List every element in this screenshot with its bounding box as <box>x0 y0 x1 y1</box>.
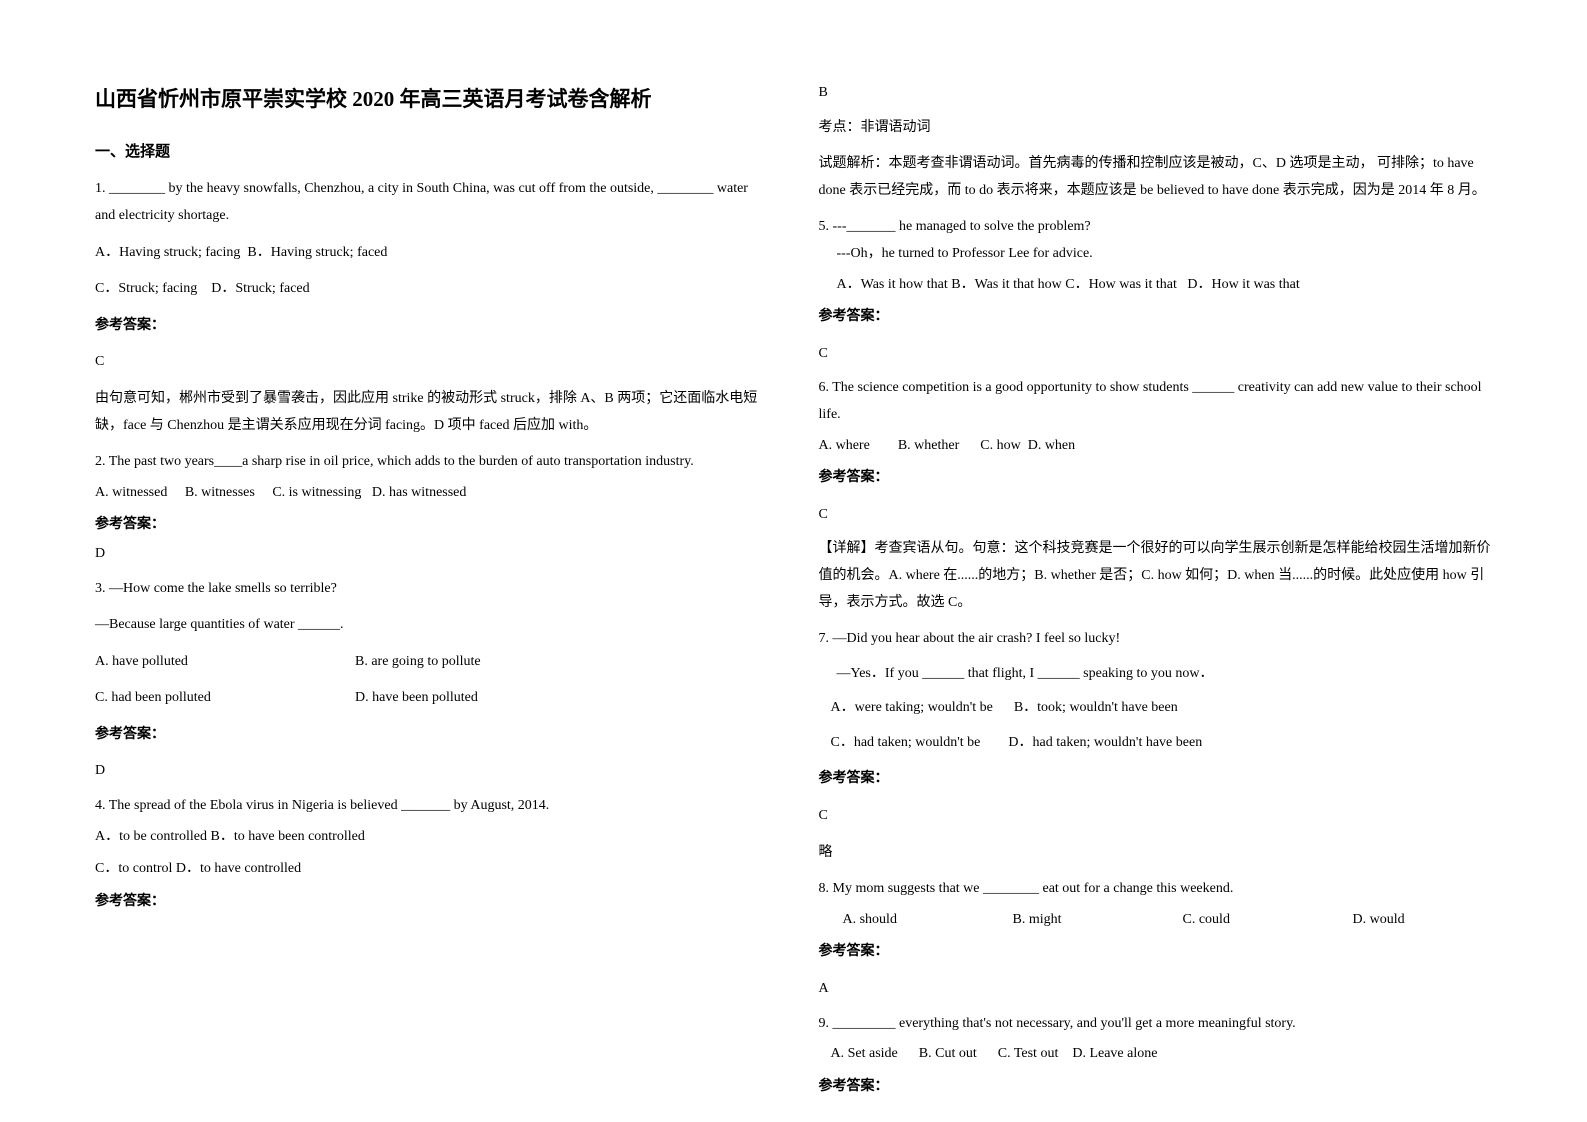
q4-answer: B <box>819 80 1493 107</box>
q9-opt-b: B. Cut out <box>919 1046 977 1061</box>
q7-answer: C <box>819 803 1493 830</box>
question-9: 9. _________ everything that's not neces… <box>819 1011 1493 1101</box>
q8-answer-label: 参考答案： <box>819 939 1493 966</box>
q7-text-1: 7. —Did you hear about the air crash? I … <box>819 626 1493 653</box>
question-4: 4. The spread of the Ebola virus in Nige… <box>95 793 769 915</box>
q4-opt-a: A．to be controlled <box>95 829 207 844</box>
q2-answer: D <box>95 541 769 568</box>
q7-explanation: 略 <box>819 840 1493 867</box>
q4-opt-b: B．to have been controlled <box>210 829 364 844</box>
q9-opt-d: D. Leave alone <box>1072 1046 1157 1061</box>
q7-options-1: A．were taking; wouldn't be B．took; would… <box>819 695 1493 722</box>
q7-text-2: —Yes．If you ______ that flight, I ______… <box>819 661 1493 688</box>
q5-opt-b: B．Was it that how <box>951 277 1061 292</box>
q4-options-1: A．to be controlled B．to have been contro… <box>95 824 769 851</box>
question-2: 2. The past two years____a sharp rise in… <box>95 449 769 567</box>
q7-answer-label: 参考答案： <box>819 766 1493 793</box>
q3-text-2: —Because large quantities of water _____… <box>95 612 769 639</box>
q1-text: 1. ________ by the heavy snowfalls, Chen… <box>95 176 769 229</box>
q9-options: A. Set aside B. Cut out C. Test out D. L… <box>819 1041 1493 1068</box>
page-title: 山西省忻州市原平崇实学校 2020 年高三英语月考试卷含解析 <box>95 80 769 120</box>
q3-opt-a: A. have polluted <box>95 649 355 676</box>
q5-text-2: ---Oh，he turned to Professor Lee for adv… <box>819 241 1493 268</box>
q7-opt-d: D．had taken; wouldn't have been <box>1008 735 1202 750</box>
q7-opt-c: C．had taken; wouldn't be <box>831 735 981 750</box>
q3-opt-b: B. are going to pollute <box>355 649 481 676</box>
q6-answer-label: 参考答案： <box>819 465 1493 492</box>
q4-text: 4. The spread of the Ebola virus in Nige… <box>95 793 769 820</box>
q1-opt-b: B．Having struck; faced <box>247 245 387 260</box>
q1-options-2: C．Struck; facing D．Struck; faced <box>95 276 769 303</box>
q8-opt-a: A. should <box>843 907 1013 934</box>
right-column: B 考点：非谓语动词 试题解析：本题考查非谓语动词。首先病毒的传播和控制应该是被… <box>819 80 1493 1082</box>
q3-text-1: 3. —How come the lake smells so terrible… <box>95 576 769 603</box>
q4-opt-d: D．to have controlled <box>176 861 301 876</box>
q7-opt-b: B．took; wouldn't have been <box>1014 700 1178 715</box>
q6-options: A. where B. whether C. how D. when <box>819 433 1493 460</box>
q3-answer-label: 参考答案： <box>95 722 769 749</box>
q5-opt-d: D．How it was that <box>1187 277 1299 292</box>
q9-opt-a: A. Set aside <box>831 1046 898 1061</box>
section-header: 一、选择题 <box>95 138 769 167</box>
q5-options: A．Was it how that B．Was it that how C．Ho… <box>819 272 1493 299</box>
q9-text: 9. _________ everything that's not neces… <box>819 1011 1493 1038</box>
q6-explanation: 【详解】考查宾语从句。句意：这个科技竞赛是一个很好的可以向学生展示创新是怎样能给… <box>819 536 1493 616</box>
q3-answer: D <box>95 758 769 785</box>
q2-opt-b: B. witnesses <box>185 485 255 500</box>
q1-answer-label: 参考答案： <box>95 313 769 340</box>
q8-text: 8. My mom suggests that we ________ eat … <box>819 876 1493 903</box>
q8-opt-d: D. would <box>1353 912 1405 927</box>
q9-answer-label: 参考答案： <box>819 1074 1493 1101</box>
q8-opt-c: C. could <box>1183 907 1353 934</box>
q7-opt-a: A．were taking; wouldn't be <box>831 700 993 715</box>
q3-options-2: C. had been polluted D. have been pollut… <box>95 685 769 712</box>
q2-options: A. witnessed B. witnesses C. is witnessi… <box>95 480 769 507</box>
q4-options-2: C．to control D．to have controlled <box>95 856 769 883</box>
q5-answer: C <box>819 341 1493 368</box>
q6-opt-a: A. where <box>819 438 870 453</box>
q2-text: 2. The past two years____a sharp rise in… <box>95 449 769 476</box>
q5-opt-c: C．How was it that <box>1065 277 1177 292</box>
q1-options: A．Having struck; facing B．Having struck;… <box>95 240 769 267</box>
q5-opt-a: A．Was it how that <box>837 277 948 292</box>
left-column: 山西省忻州市原平崇实学校 2020 年高三英语月考试卷含解析 一、选择题 1. … <box>95 80 769 1082</box>
q1-answer: C <box>95 349 769 376</box>
q1-explanation: 由句意可知，郴州市受到了暴雪袭击，因此应用 strike 的被动形式 struc… <box>95 386 769 439</box>
question-1: 1. ________ by the heavy snowfalls, Chen… <box>95 176 769 439</box>
q3-opt-c: C. had been polluted <box>95 685 355 712</box>
q6-opt-c: C. how <box>980 438 1020 453</box>
question-5: 5. ---_______ he managed to solve the pr… <box>819 214 1493 367</box>
q4-opt-c: C．to control <box>95 861 172 876</box>
q4-answer-label: 参考答案： <box>95 889 769 916</box>
q6-answer: C <box>819 502 1493 529</box>
q7-options-2: C．had taken; wouldn't be D．had taken; wo… <box>819 730 1493 757</box>
q2-answer-label: 参考答案： <box>95 512 769 539</box>
question-7: 7. —Did you hear about the air crash? I … <box>819 626 1493 866</box>
q6-text: 6. The science competition is a good opp… <box>819 375 1493 428</box>
q1-opt-d: D．Struck; faced <box>211 281 309 296</box>
q8-options: A. shouldB. mightC. couldD. would <box>819 907 1493 934</box>
q9-opt-c: C. Test out <box>998 1046 1059 1061</box>
q6-opt-d: D. when <box>1028 438 1075 453</box>
question-3: 3. —How come the lake smells so terrible… <box>95 576 769 786</box>
q1-opt-a: A．Having struck; facing <box>95 245 240 260</box>
q2-opt-c: C. is witnessing <box>272 485 361 500</box>
q5-answer-label: 参考答案： <box>819 304 1493 331</box>
q1-opt-c: C．Struck; facing <box>95 281 197 296</box>
question-8: 8. My mom suggests that we ________ eat … <box>819 876 1493 1002</box>
q8-opt-b: B. might <box>1013 907 1183 934</box>
q2-opt-d: D. has witnessed <box>372 485 467 500</box>
q3-options-1: A. have polluted B. are going to pollute <box>95 649 769 676</box>
q4-exp-label: 考点：非谓语动词 <box>819 115 1493 142</box>
q8-answer: A <box>819 976 1493 1003</box>
question-6: 6. The science competition is a good opp… <box>819 375 1493 616</box>
q5-text-1: 5. ---_______ he managed to solve the pr… <box>819 214 1493 241</box>
q3-opt-d: D. have been polluted <box>355 685 478 712</box>
q2-opt-a: A. witnessed <box>95 485 167 500</box>
q6-opt-b: B. whether <box>898 438 959 453</box>
q4-explanation: 试题解析：本题考查非谓语动词。首先病毒的传播和控制应该是被动，C、D 选项是主动… <box>819 151 1493 204</box>
